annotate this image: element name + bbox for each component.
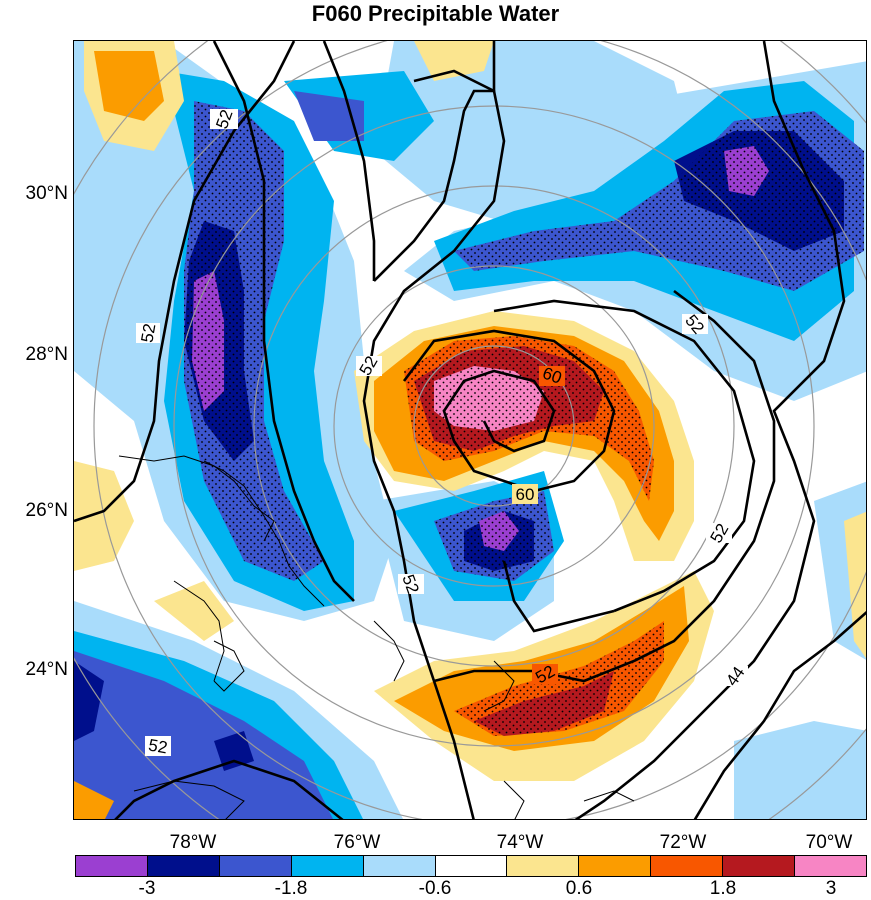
colorbar-swatch bbox=[76, 856, 148, 876]
colorbar-swatch bbox=[291, 856, 364, 876]
colorbar-tick-label: -1.8 bbox=[274, 878, 308, 899]
map-panel: 52 52 52 52 52 52 52 60 60 52 44 bbox=[73, 40, 867, 820]
colorbar-tick-label: 0.6 bbox=[565, 878, 593, 899]
contour-labels: 52 52 52 52 52 52 52 60 60 52 44 bbox=[136, 107, 749, 757]
colorbar-tick-label: -0.6 bbox=[418, 878, 452, 899]
colorbar-tick-label: -3 bbox=[138, 878, 156, 899]
range-rings bbox=[74, 41, 866, 819]
colorbar-swatch bbox=[363, 856, 436, 876]
precipitable-water-map: 52 52 52 52 52 52 52 60 60 52 44 bbox=[74, 41, 866, 819]
lat-label-30n: 30°N bbox=[25, 183, 68, 204]
lon-label-74w: 74°W bbox=[496, 832, 544, 853]
colorbar-swatch bbox=[435, 856, 508, 876]
colorbar-swatch bbox=[795, 856, 866, 876]
lon-label-76w: 76°W bbox=[333, 832, 381, 853]
contour-label: 52 bbox=[147, 735, 169, 757]
significance-stippling bbox=[184, 101, 864, 736]
contour-label: 52 bbox=[137, 322, 159, 344]
colorbar bbox=[75, 855, 867, 877]
lat-label-28n: 28°N bbox=[25, 344, 68, 365]
coastlines bbox=[118, 455, 635, 819]
lon-label-72w: 72°W bbox=[659, 832, 707, 853]
lat-label-26n: 26°N bbox=[25, 500, 68, 521]
contour-label: 60 bbox=[516, 485, 535, 504]
colorbar-swatch bbox=[723, 856, 796, 876]
lat-label-24n: 24°N bbox=[25, 659, 68, 680]
colorbar-swatch bbox=[651, 856, 724, 876]
colorbar-tick-label: 3 bbox=[825, 878, 837, 899]
colorbar-swatch bbox=[219, 856, 292, 876]
colorbar-swatch bbox=[507, 856, 580, 876]
colorbar-swatch bbox=[147, 856, 220, 876]
lon-label-78w: 78°W bbox=[169, 832, 217, 853]
lon-label-70w: 70°W bbox=[805, 832, 853, 853]
colorbar-tick-label: 1.8 bbox=[709, 878, 737, 899]
colorbar-swatch bbox=[579, 856, 652, 876]
map-title: F060 Precipitable Water bbox=[311, 1, 560, 26]
